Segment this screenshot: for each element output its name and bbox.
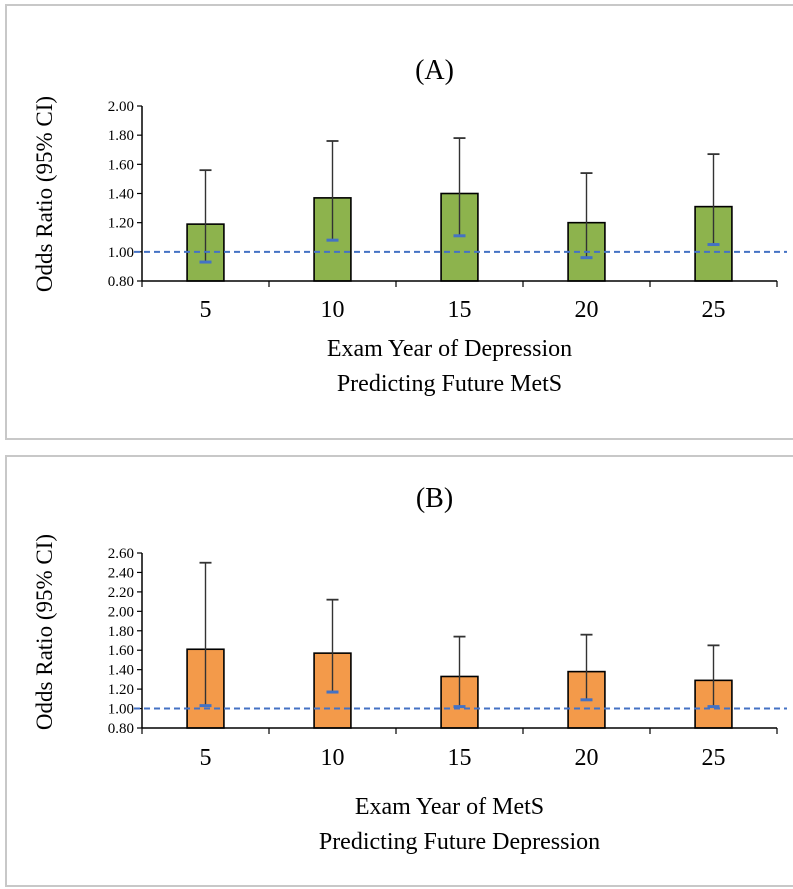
chart-a-title: (A)	[415, 55, 454, 86]
chart-b-xtick-label-5: 5	[200, 745, 212, 771]
chart-a-ylabel: Odds Ratio (95% CI)	[32, 96, 57, 292]
chart-b-ytick-label: 1.80	[108, 624, 134, 640]
chart-a-xlabel-line-2: Predicting Future MetS	[337, 371, 562, 397]
chart-a-ytick-label: 0.80	[108, 274, 134, 290]
chart-b-ytick-label: 1.40	[108, 663, 134, 679]
chart-b-ytick-label: 1.20	[108, 682, 134, 698]
chart-a-xtick-label-5: 5	[200, 297, 212, 323]
chart-b-ylabel: Odds Ratio (95% CI)	[32, 534, 57, 730]
chart-b-ytick-label: 1.60	[108, 643, 134, 659]
chart-b-ytick-label: 0.80	[108, 721, 134, 737]
chart-panel-b: (B) Odds Ratio (95% CI) 0.80 1.00 1.20 1.40 1.…	[5, 455, 793, 887]
chart-b-ytick-label: 2.00	[108, 604, 134, 620]
chart-b-xlabel-line-1: Exam Year of MetS	[355, 794, 544, 820]
chart-b-xtick-label-10: 10	[321, 745, 345, 771]
chart-b-title: (B)	[416, 483, 453, 514]
chart-b-ytick-label: 2.60	[108, 546, 134, 562]
chart-a-ytick-label: 1.80	[108, 128, 134, 144]
chart-b-svg: (B) Odds Ratio (95% CI) 0.80 1.00 1.20 1.40 1.…	[32, 483, 787, 855]
chart-a-xtick-label-25: 25	[702, 297, 726, 323]
chart-a-xtick-label-20: 20	[575, 297, 599, 323]
chart-a-xtick-label-15: 15	[448, 297, 472, 323]
chart-b-ytick-label: 2.40	[108, 565, 134, 581]
chart-a-svg: (A) Odds Ratio (95% CI) 0.80 1.00 1.20 1.40 1.…	[32, 55, 787, 397]
chart-b-ytick-label: 2.20	[108, 585, 134, 601]
chart-b-ytick-label: 1.00	[108, 702, 134, 718]
chart-b-xtick-label-15: 15	[448, 745, 472, 771]
chart-b-xtick-label-25: 25	[702, 745, 726, 771]
chart-a-ytick-label: 1.20	[108, 216, 134, 232]
chart-a-ytick-label: 2.00	[108, 99, 134, 115]
chart-a-xlabel-line-1: Exam Year of Depression	[327, 336, 572, 362]
chart-a-ytick-label: 1.60	[108, 157, 134, 173]
chart-b-xlabel-line-2: Predicting Future Depression	[319, 829, 600, 855]
chart-a-xtick-label-10: 10	[321, 297, 345, 323]
chart-b-xtick-label-20: 20	[575, 745, 599, 771]
chart-a-ytick-label: 1.40	[108, 187, 134, 203]
chart-a-ytick-label: 1.00	[108, 245, 134, 261]
chart-panel-a: (A) Odds Ratio (95% CI) 0.80 1.00 1.20 1.40 1.…	[5, 4, 793, 440]
